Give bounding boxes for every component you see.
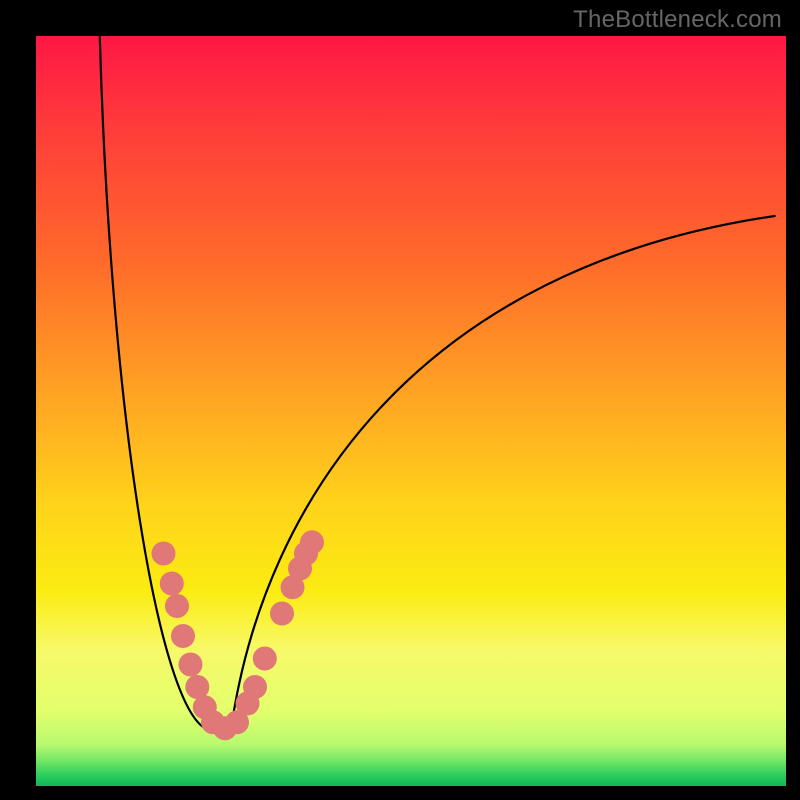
chart-stage: TheBottleneck.com	[0, 0, 800, 800]
curve-dot	[152, 542, 176, 566]
curve-dot	[171, 624, 195, 648]
curve-dot	[300, 530, 324, 554]
curve-dot	[270, 602, 294, 626]
curve-dot	[253, 647, 277, 671]
curve-dot	[179, 653, 203, 677]
curve-dot	[160, 572, 184, 596]
plot-background	[36, 36, 786, 786]
bottleneck-chart	[0, 0, 800, 800]
curve-dot	[165, 594, 189, 618]
curve-dot	[243, 675, 267, 699]
watermark-label: TheBottleneck.com	[573, 6, 782, 34]
